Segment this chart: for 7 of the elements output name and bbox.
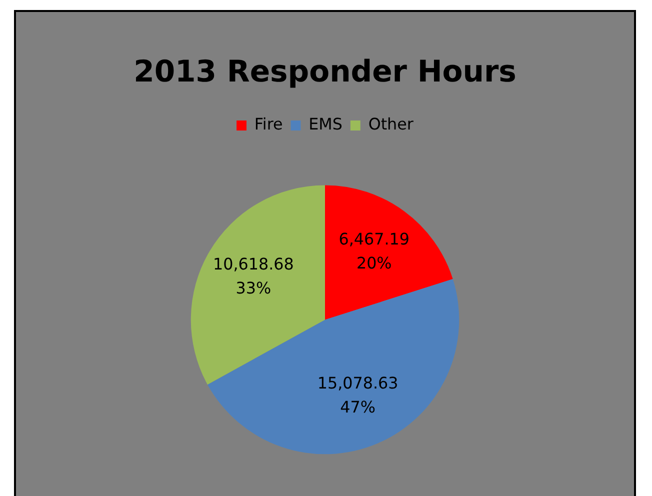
legend-label: Other (368, 114, 414, 134)
legend-label: EMS (308, 114, 342, 134)
data-label: 10,618.68 33% (212, 254, 294, 298)
chart-title: 2013 Responder Hours (134, 54, 516, 90)
data-label: 15,078.63 47% (317, 373, 398, 416)
legend-label: Fire (254, 114, 283, 134)
data-label: 6,467.19 20% (338, 230, 410, 273)
